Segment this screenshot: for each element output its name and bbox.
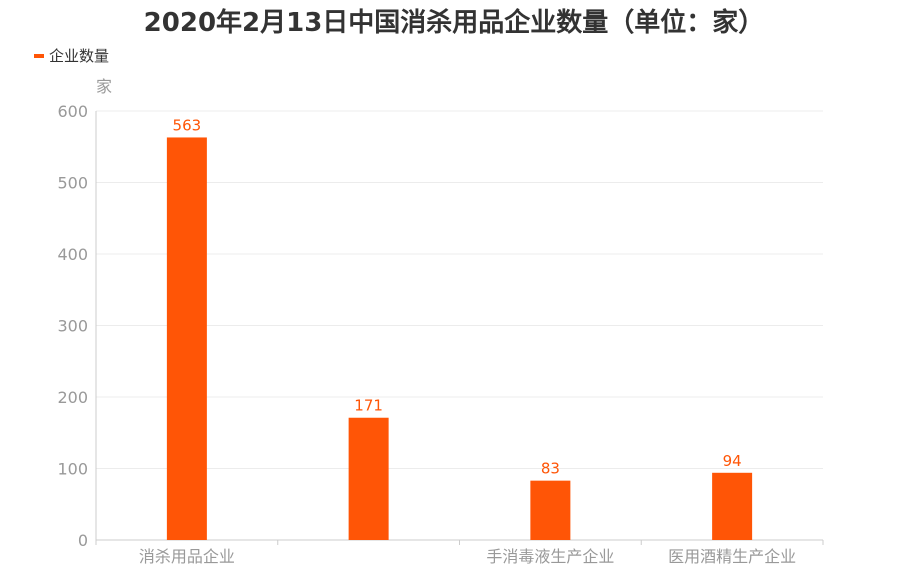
y-tick-label: 600 xyxy=(57,102,88,121)
bar xyxy=(166,137,207,540)
y-tick-label: 400 xyxy=(57,245,88,264)
chart-title: 2020年2月13日中国消杀用品企业数量（单位：家） xyxy=(143,8,765,38)
y-tick-label: 200 xyxy=(57,388,88,407)
bar xyxy=(348,417,389,540)
data-label: 94 xyxy=(723,452,742,470)
bar xyxy=(712,472,753,540)
legend-swatch xyxy=(34,53,44,58)
legend[interactable]: 企业数量 xyxy=(34,45,109,66)
data-label: 83 xyxy=(541,460,560,478)
y-tick-label: 300 xyxy=(57,317,88,336)
legend-label: 企业数量 xyxy=(49,47,110,65)
x-tick-label: 医用酒精生产企业 xyxy=(668,547,796,566)
x-tick-label: 消杀用品企业 xyxy=(139,547,235,566)
y-axis-label: 家 xyxy=(96,77,112,96)
y-tick-label: 100 xyxy=(57,460,88,479)
y-tick-label: 0 xyxy=(78,531,88,550)
bar xyxy=(530,480,571,540)
x-tick-label: 手消毒液生产企业 xyxy=(486,547,614,566)
data-label: 171 xyxy=(354,397,383,415)
data-label: 563 xyxy=(173,116,202,134)
y-tick-label: 500 xyxy=(57,174,88,193)
